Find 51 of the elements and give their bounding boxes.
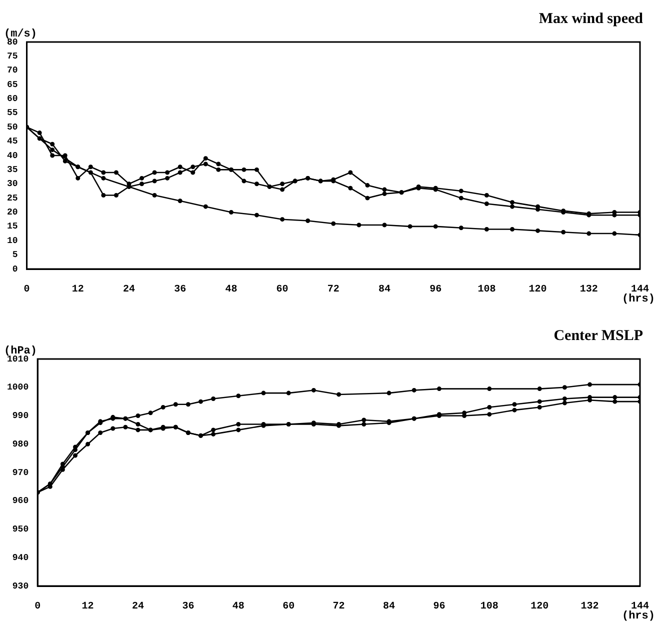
y-tick-label: 60 [6, 94, 18, 104]
y-tick-label: 950 [12, 524, 29, 535]
x-tick-label: 48 [225, 284, 238, 296]
x-tick-label: 108 [478, 284, 496, 296]
y-tick-label: 15 [6, 222, 18, 232]
x-tick-label: 108 [480, 602, 498, 613]
y-tick-label: 930 [12, 581, 29, 592]
y-tick-label: 10 [6, 236, 18, 246]
x-tick-label: 24 [132, 602, 144, 613]
x-tick-label: 96 [430, 284, 442, 296]
y-tick-label: 55 [6, 108, 18, 118]
x-tick-label: 60 [282, 602, 295, 613]
y-tick-label: 40 [6, 150, 18, 161]
chart-title: Center MSLP [554, 328, 643, 344]
y-tick-label: 45 [6, 136, 18, 147]
y-tick-label: 0 [12, 264, 18, 274]
x-tick-label: 36 [182, 602, 194, 613]
y-tick-label: 25 [6, 193, 18, 204]
x-tick-label: 72 [332, 602, 345, 613]
x-tick-label: 60 [276, 284, 288, 296]
y-tick-label: 990 [12, 411, 29, 422]
x-tick-label: 120 [528, 284, 547, 296]
x-axis-title: (hrs) [622, 610, 655, 622]
x-tick-label: 12 [82, 602, 94, 613]
x-tick-label: 48 [232, 602, 244, 613]
x-tick-label: 24 [122, 284, 136, 296]
x-tick-label: 36 [174, 284, 186, 296]
y-tick-label: 30 [6, 179, 18, 190]
x-tick-label: 84 [382, 602, 396, 613]
y-tick-label: 5 [12, 250, 18, 260]
x-tick-label: 132 [580, 602, 599, 613]
y-tick-label: 65 [6, 80, 18, 90]
x-tick-label: 84 [378, 284, 391, 296]
x-tick-label: 96 [433, 602, 446, 613]
y-tick-label: 960 [12, 496, 29, 506]
x-tick-label: 72 [327, 284, 340, 296]
x-tick-label: 120 [530, 602, 549, 613]
x-tick-label: 12 [72, 284, 84, 296]
y-tick-label: 20 [6, 208, 18, 218]
y-tick-label: 940 [12, 552, 29, 563]
chart-title: Max wind speed [538, 10, 644, 27]
x-tick-label: 0 [34, 602, 41, 613]
y-tick-label: 980 [12, 439, 29, 450]
y-tick-label: 75 [6, 51, 18, 62]
y-tick-label: 35 [6, 164, 18, 175]
y-tick-label: 50 [6, 122, 18, 132]
y-tick-label: 970 [12, 468, 29, 478]
x-axis-title: (hrs) [622, 293, 655, 306]
x-tick-label: 132 [580, 284, 598, 296]
y-tick-label: 70 [6, 66, 18, 76]
y-tick-label: 1000 [6, 382, 29, 393]
